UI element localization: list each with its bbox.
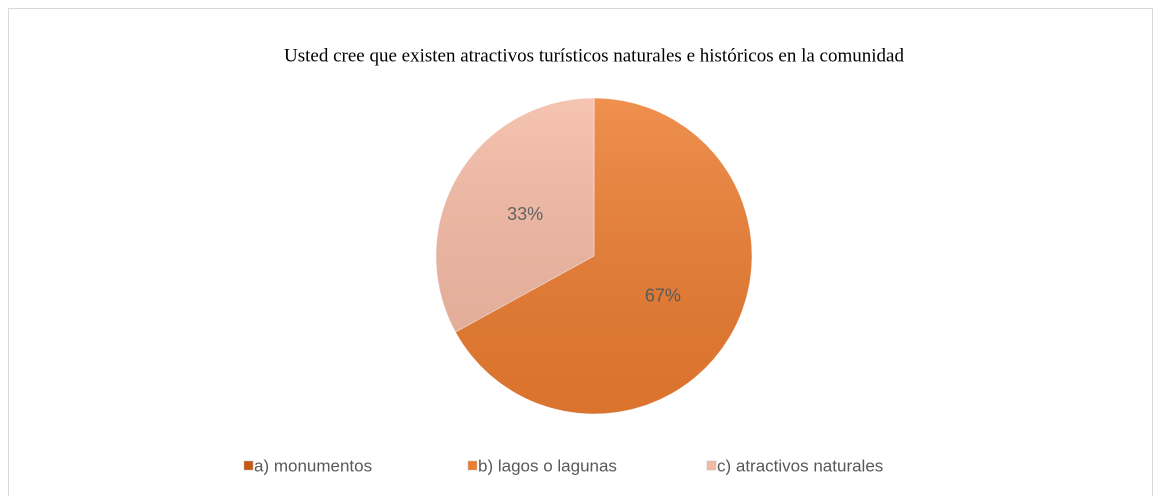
legend-label: a) monumentos: [254, 456, 372, 475]
legend-swatch: [467, 460, 478, 471]
legend-label: b) lagos o lagunas: [478, 456, 617, 475]
legend-swatch: [243, 460, 254, 471]
legend-label: c) atractivos naturales: [717, 456, 883, 475]
legend-swatch: [706, 460, 717, 471]
pie-shade: [436, 98, 752, 414]
chart-title: Usted cree que existen atractivos turíst…: [284, 45, 904, 66]
